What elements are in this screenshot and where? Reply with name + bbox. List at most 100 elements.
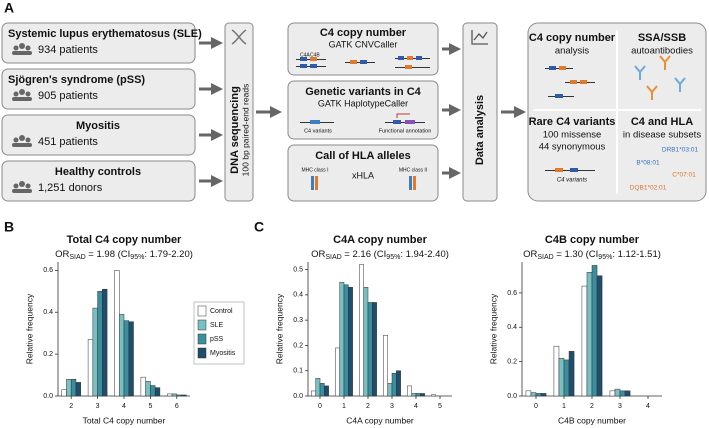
y-tick-label: 0.0: [507, 393, 517, 400]
bar: [563, 359, 570, 397]
people-icon: [12, 43, 32, 55]
method-box: [287, 80, 439, 140]
bar: [66, 379, 72, 397]
cohort-box: [1, 160, 196, 202]
chart-title: C4B copy number: [545, 234, 640, 246]
legend-swatch: [197, 319, 207, 331]
panel-label: C: [254, 219, 264, 235]
bar: [181, 394, 187, 397]
cohort-count: 451 patients: [38, 136, 98, 148]
analysis-title: Data analysis: [474, 95, 486, 165]
variant-icon: [300, 113, 425, 124]
people-icon: [12, 89, 32, 101]
y-tick-label: 0.4: [507, 324, 517, 331]
x-tick-label: 0: [318, 403, 322, 410]
panel-label: A: [4, 0, 14, 16]
bar: [87, 339, 94, 397]
subtitle-part: OR: [523, 249, 537, 260]
x-tick-label: 3: [390, 403, 394, 410]
people-icon: [12, 181, 32, 193]
bar: [128, 321, 134, 397]
result-text: C4 variants: [557, 178, 587, 184]
bar: [339, 281, 345, 397]
cohort-name: Sjögren's syndrome (pSS): [8, 74, 145, 86]
subtitle-part: : 1.79-2.20): [144, 249, 193, 260]
legend-swatch: [197, 347, 207, 359]
bar: [581, 285, 588, 397]
x-tick-label: 4: [646, 403, 650, 410]
legend-swatch: [197, 333, 207, 345]
x-axis-label: Total C4 copy number: [83, 415, 166, 425]
y-tick-label: 0.2: [43, 351, 53, 358]
variant-label: Functional annotation: [379, 128, 432, 134]
cohort-box: [1, 114, 196, 156]
y-tick-label: 0.3: [293, 317, 303, 324]
y-tick-label: 0.4: [293, 292, 303, 299]
subtitle-part: 95%: [598, 254, 612, 261]
legend-swatch: [197, 305, 207, 317]
bar: [596, 275, 603, 397]
bar: [530, 392, 537, 397]
result-text: 100 missense: [543, 130, 602, 141]
legend-label: pSS: [210, 336, 224, 343]
bar: [92, 307, 98, 397]
bar: [123, 320, 130, 397]
x-tick-label: 2: [590, 403, 594, 410]
bar: [315, 378, 321, 397]
arrows: [199, 37, 526, 187]
bar: [614, 388, 621, 397]
bar: [97, 291, 103, 397]
x-tick-label: 2: [69, 403, 73, 410]
method-tool: xHLA: [352, 170, 374, 180]
variant-label: C4 variants: [304, 128, 332, 134]
bar: [415, 393, 421, 397]
y-tick-label: 0.5: [293, 266, 303, 273]
bar: [396, 370, 401, 397]
subtitle-part: 95%: [386, 254, 400, 261]
subtitle-part: SIAD: [537, 254, 553, 261]
bar: [609, 390, 616, 397]
x-tick-label: 4: [414, 403, 418, 410]
result-title: C4 and HLA: [631, 116, 693, 128]
bar: [624, 390, 631, 397]
bar: [171, 393, 178, 397]
y-tick-label: 0.2: [293, 342, 303, 349]
result-text: 44 synonymous: [539, 142, 606, 153]
cohort-count: 905 patients: [38, 90, 98, 102]
cohort-box: [1, 22, 196, 64]
bar: [411, 393, 417, 397]
cohort-count: 1,251 donors: [38, 182, 103, 194]
subtitle-part: OR: [311, 249, 325, 260]
bar: [114, 270, 120, 397]
y-tick-label: 0.0: [43, 393, 53, 400]
bar: [335, 347, 340, 397]
subtitle-part: = 2.16 (CI: [342, 249, 387, 260]
x-tick-label: 4: [122, 403, 126, 410]
sequencing-box: [224, 22, 254, 202]
x-axis-label: C4B copy number: [558, 415, 626, 425]
antibody-icons: [634, 55, 686, 100]
subtitle-part: = 1.30 (CI: [554, 249, 599, 260]
variant-icon: [545, 168, 595, 172]
subtitle-part: : 1.94-2.40): [400, 249, 449, 260]
chart-subtitle: ORSIAD = 1.98 (CI95%: 1.79-2.20): [55, 249, 193, 262]
cohort-name: Healthy controls: [55, 166, 141, 178]
bar: [140, 376, 146, 397]
x-axis-label: C4A copy number: [346, 415, 414, 425]
method-box: [287, 22, 439, 76]
y-tick-label: 0.6: [507, 290, 517, 297]
cnv-icon: [545, 66, 595, 98]
bar: [176, 394, 182, 397]
mhc-icon: [311, 176, 416, 190]
bar: [118, 314, 125, 397]
x-tick-label: 3: [96, 403, 100, 410]
method-title: Call of HLA alleles: [315, 150, 411, 162]
panel-label: B: [4, 219, 14, 235]
bar: [540, 393, 547, 397]
mhc-label: MHC class II: [399, 167, 427, 173]
y-tick-label: 0.1: [293, 368, 303, 375]
subtitle-part: : 1.12-1.51): [612, 249, 661, 260]
bar: [343, 284, 349, 397]
bar: [102, 288, 108, 397]
result-title: Rare C4 variants: [529, 116, 616, 128]
